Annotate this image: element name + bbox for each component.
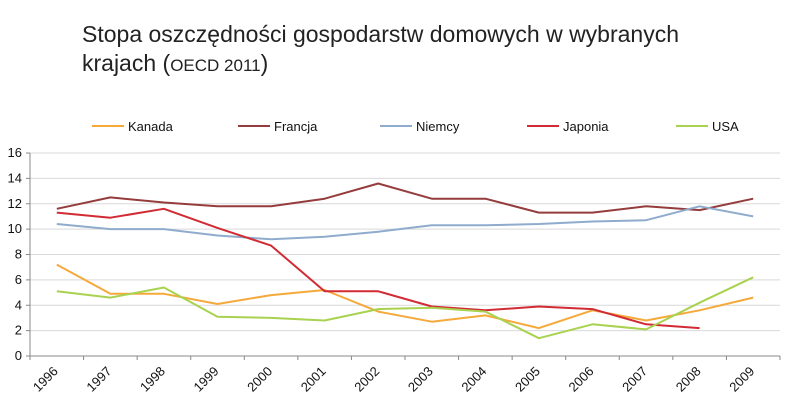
x-tick-label: 2005 xyxy=(512,364,543,395)
series-line-francja xyxy=(56,182,754,214)
x-tick-label: 2009 xyxy=(726,364,757,395)
legend-label-usa: USA xyxy=(712,119,739,134)
y-tick-label: 4 xyxy=(15,297,22,312)
y-tick-label: 2 xyxy=(15,323,22,338)
x-tick-label: 1999 xyxy=(191,364,222,395)
y-tick-label: 14 xyxy=(8,170,22,185)
chart-title: Stopa oszczędności gospodarstw domowych … xyxy=(82,20,722,80)
chart-title-source: OECD 2011 xyxy=(170,56,261,75)
x-tick-label: 2008 xyxy=(673,364,704,395)
x-tick-label: 2000 xyxy=(244,364,275,395)
y-tick-label: 12 xyxy=(8,196,22,211)
x-tick-label: 2002 xyxy=(351,364,382,395)
y-tick-label: 6 xyxy=(15,272,22,287)
legend: Kanada Francja Niemcy Japonia USA xyxy=(92,119,739,134)
series-lines xyxy=(56,182,754,340)
x-tick-label: 2003 xyxy=(405,364,436,395)
legend-label-japonia: Japonia xyxy=(563,119,609,134)
series-line-niemcy xyxy=(56,205,754,241)
chart-title-line-2-end: ) xyxy=(260,50,269,76)
axes xyxy=(26,152,781,360)
y-tick-label: 0 xyxy=(15,348,22,363)
y-tick-label: 8 xyxy=(15,247,22,262)
y-tick-label: 10 xyxy=(8,221,22,236)
x-axis-ticks: 1996 1997 1998 1999 2000 2001 2002 2003 2004 2005… xyxy=(30,364,757,395)
y-tick-label: 16 xyxy=(8,145,22,160)
x-tick-label: 1997 xyxy=(83,364,114,395)
x-tick-label: 1996 xyxy=(30,364,61,395)
series-line-japonia xyxy=(56,207,700,330)
legend-label-niemcy: Niemcy xyxy=(416,119,460,134)
x-tick-label: 2007 xyxy=(619,364,650,395)
legend-label-francja: Francja xyxy=(274,119,318,134)
x-tick-label: 2006 xyxy=(566,364,597,395)
series-line-kanada xyxy=(56,263,754,330)
chart-title-line-2-main: krajach ( xyxy=(82,50,171,76)
gridlines xyxy=(30,152,780,332)
series-line-usa xyxy=(56,276,754,340)
chart-title-line-2: krajach (OECD 2011) xyxy=(82,49,722,80)
chart-title-line-1: Stopa oszczędności gospodarstw domowych … xyxy=(82,21,680,47)
y-axis-ticks: 0 2 4 6 8 10 12 14 16 xyxy=(8,145,22,363)
x-tick-label: 1998 xyxy=(137,364,168,395)
x-tick-label: 2004 xyxy=(458,364,489,395)
legend-label-kanada: Kanada xyxy=(128,119,174,134)
x-tick-label: 2001 xyxy=(298,364,329,395)
